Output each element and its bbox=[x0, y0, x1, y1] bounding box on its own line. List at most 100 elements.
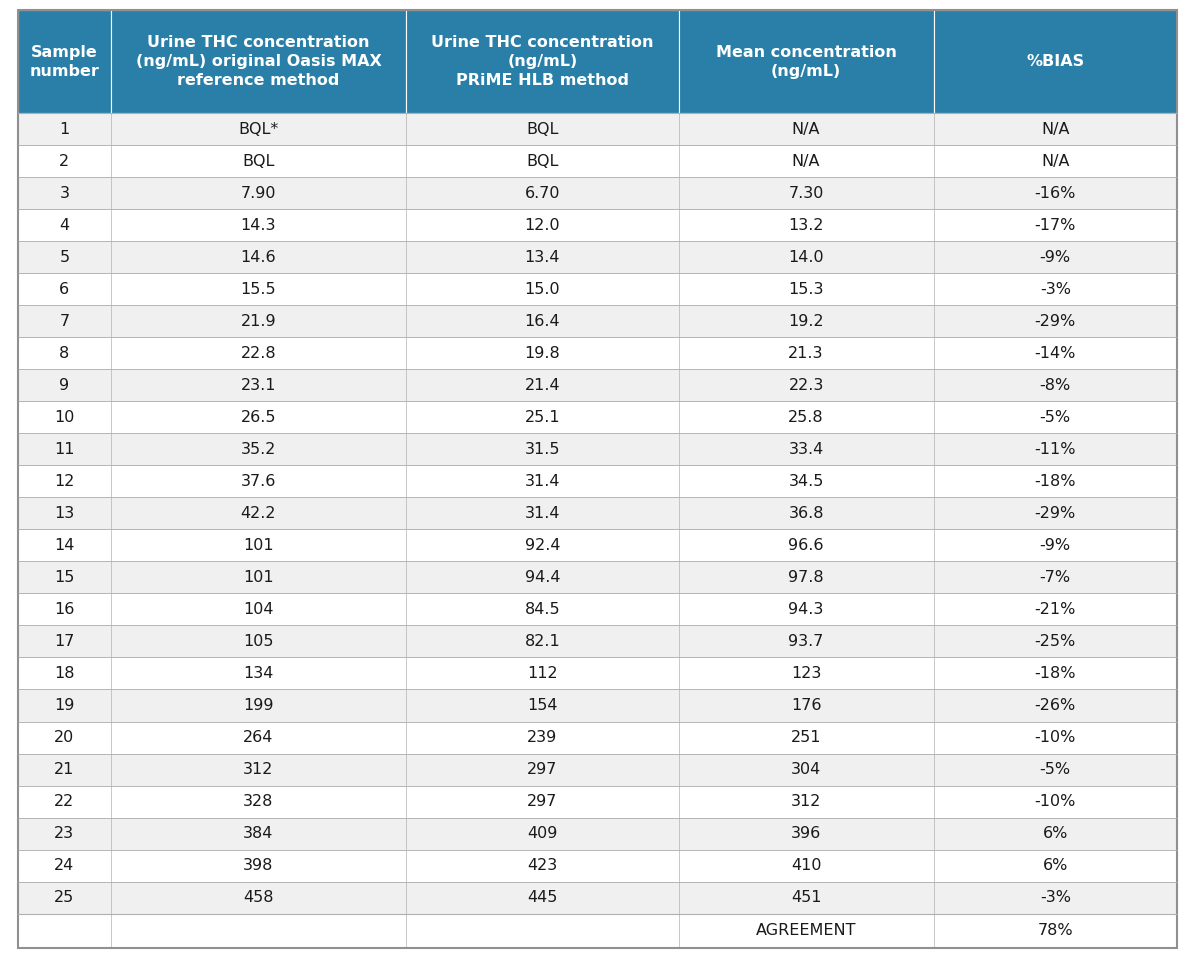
Bar bbox=[406, 881, 679, 914]
Bar bbox=[18, 881, 111, 914]
Text: 25.8: 25.8 bbox=[789, 410, 823, 425]
Text: 304: 304 bbox=[791, 762, 821, 777]
Bar bbox=[679, 273, 933, 306]
Bar bbox=[18, 466, 111, 497]
Bar bbox=[679, 850, 933, 881]
Bar bbox=[18, 306, 111, 337]
Text: Sample
number: Sample number bbox=[30, 45, 99, 79]
Text: 84.5: 84.5 bbox=[525, 602, 560, 617]
Text: 19: 19 bbox=[54, 698, 74, 713]
Bar bbox=[933, 306, 1177, 337]
Text: 42.2: 42.2 bbox=[240, 506, 276, 521]
Bar bbox=[18, 370, 111, 401]
Text: Urine THC concentration
(ng/mL)
PRiME HLB method: Urine THC concentration (ng/mL) PRiME HL… bbox=[431, 35, 654, 88]
Bar bbox=[111, 210, 406, 241]
Text: 31.5: 31.5 bbox=[525, 442, 560, 457]
Text: 101: 101 bbox=[243, 570, 274, 585]
Text: 154: 154 bbox=[527, 698, 558, 713]
Bar bbox=[679, 337, 933, 370]
Bar bbox=[933, 177, 1177, 210]
Bar bbox=[406, 786, 679, 817]
Text: -8%: -8% bbox=[1040, 378, 1071, 393]
Bar bbox=[406, 561, 679, 594]
Bar bbox=[406, 241, 679, 273]
Bar bbox=[111, 914, 406, 948]
Bar bbox=[111, 497, 406, 530]
Text: N/A: N/A bbox=[1041, 122, 1070, 137]
Text: %BIAS: %BIAS bbox=[1027, 55, 1084, 69]
Text: 31.4: 31.4 bbox=[525, 506, 560, 521]
Text: 15.0: 15.0 bbox=[525, 282, 560, 297]
Text: 451: 451 bbox=[791, 890, 821, 905]
Text: 134: 134 bbox=[244, 666, 274, 681]
Bar bbox=[933, 466, 1177, 497]
Bar bbox=[406, 337, 679, 370]
Text: 31.4: 31.4 bbox=[525, 474, 560, 489]
Text: -3%: -3% bbox=[1040, 282, 1071, 297]
Text: 16: 16 bbox=[54, 602, 74, 617]
Bar bbox=[111, 10, 406, 113]
Bar bbox=[111, 657, 406, 690]
Bar bbox=[18, 626, 111, 657]
Text: 37.6: 37.6 bbox=[241, 474, 276, 489]
Text: Urine THC concentration
(ng/mL) original Oasis MAX
reference method: Urine THC concentration (ng/mL) original… bbox=[135, 35, 381, 88]
Bar bbox=[933, 273, 1177, 306]
Text: 25.1: 25.1 bbox=[525, 410, 560, 425]
Text: -25%: -25% bbox=[1035, 634, 1076, 649]
Bar bbox=[679, 561, 933, 594]
Bar bbox=[933, 561, 1177, 594]
Bar bbox=[406, 914, 679, 948]
Text: 4: 4 bbox=[60, 218, 69, 233]
Bar bbox=[933, 881, 1177, 914]
Bar bbox=[679, 530, 933, 561]
Bar bbox=[111, 786, 406, 817]
Text: 24: 24 bbox=[54, 858, 74, 873]
Text: 14: 14 bbox=[54, 538, 74, 553]
Text: BQL: BQL bbox=[243, 154, 275, 169]
Text: 14.0: 14.0 bbox=[789, 250, 823, 265]
Text: 10: 10 bbox=[54, 410, 74, 425]
Text: 93.7: 93.7 bbox=[789, 634, 823, 649]
Bar bbox=[406, 210, 679, 241]
Bar bbox=[406, 401, 679, 433]
Bar bbox=[679, 113, 933, 146]
Text: 82.1: 82.1 bbox=[525, 634, 560, 649]
Text: 396: 396 bbox=[791, 826, 821, 841]
Bar bbox=[18, 786, 111, 817]
Text: 25: 25 bbox=[54, 890, 74, 905]
Text: -7%: -7% bbox=[1040, 570, 1071, 585]
Bar bbox=[679, 786, 933, 817]
Text: 34.5: 34.5 bbox=[789, 474, 823, 489]
Bar bbox=[933, 497, 1177, 530]
Text: 78%: 78% bbox=[1037, 924, 1073, 938]
Text: 19.8: 19.8 bbox=[525, 346, 560, 361]
Bar bbox=[406, 433, 679, 466]
Bar bbox=[679, 594, 933, 626]
Text: -10%: -10% bbox=[1035, 730, 1076, 745]
Bar bbox=[406, 466, 679, 497]
Text: -14%: -14% bbox=[1035, 346, 1076, 361]
Text: 92.4: 92.4 bbox=[525, 538, 560, 553]
Bar bbox=[933, 754, 1177, 786]
Text: 312: 312 bbox=[244, 762, 274, 777]
Text: 251: 251 bbox=[791, 730, 821, 745]
Bar bbox=[406, 530, 679, 561]
Text: 445: 445 bbox=[527, 890, 558, 905]
Bar bbox=[679, 370, 933, 401]
Bar bbox=[679, 146, 933, 177]
Bar bbox=[18, 433, 111, 466]
Bar bbox=[111, 177, 406, 210]
Bar bbox=[933, 786, 1177, 817]
Bar bbox=[18, 561, 111, 594]
Text: -18%: -18% bbox=[1035, 666, 1076, 681]
Bar bbox=[406, 657, 679, 690]
Bar bbox=[933, 10, 1177, 113]
Bar bbox=[933, 210, 1177, 241]
Bar bbox=[679, 466, 933, 497]
Bar bbox=[679, 177, 933, 210]
Bar bbox=[111, 561, 406, 594]
Bar bbox=[933, 721, 1177, 754]
Bar bbox=[18, 497, 111, 530]
Text: -11%: -11% bbox=[1035, 442, 1076, 457]
Bar bbox=[679, 10, 933, 113]
